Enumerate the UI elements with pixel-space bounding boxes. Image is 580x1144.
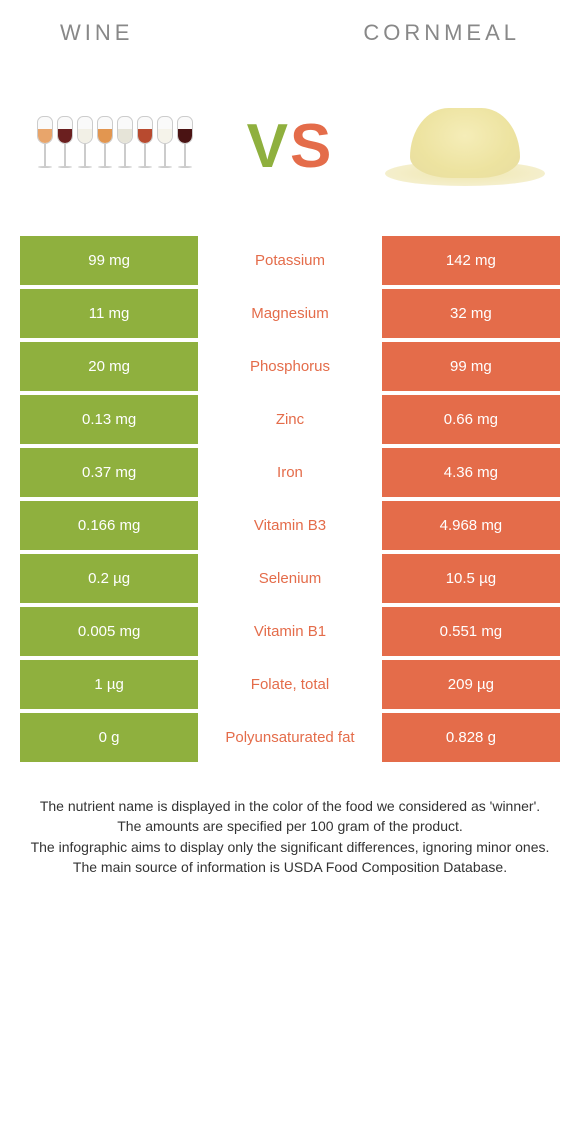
note-line-4: The main source of information is USDA F…	[20, 857, 560, 877]
left-value: 0 g	[20, 711, 198, 764]
wine-glass-icon	[136, 116, 154, 176]
nutrient-name: Vitamin B1	[198, 605, 382, 658]
nutrient-name: Phosphorus	[198, 340, 382, 393]
cornmeal-image	[370, 86, 560, 206]
nutrient-row: 0.166 mgVitamin B34.968 mg	[20, 499, 560, 552]
nutrient-row: 0 gPolyunsaturated fat0.828 g	[20, 711, 560, 764]
nutrient-name: Selenium	[198, 552, 382, 605]
nutrient-name: Zinc	[198, 393, 382, 446]
nutrient-name: Potassium	[198, 236, 382, 287]
vs-s-letter: S	[290, 112, 333, 181]
nutrient-row: 0.37 mgIron4.36 mg	[20, 446, 560, 499]
notes-block: The nutrient name is displayed in the co…	[0, 766, 580, 907]
wine-label: Wine	[60, 20, 133, 46]
cornmeal-label: Cornmeal	[363, 20, 520, 46]
left-value: 11 mg	[20, 287, 198, 340]
left-value: 0.166 mg	[20, 499, 198, 552]
left-value: 1 µg	[20, 658, 198, 711]
nutrient-name: Polyunsaturated fat	[198, 711, 382, 764]
nutrient-name: Vitamin B3	[198, 499, 382, 552]
wine-glass-icon	[36, 116, 54, 176]
nutrient-row: 99 mgPotassium142 mg	[20, 236, 560, 287]
images-row: VS	[0, 56, 580, 236]
right-value: 0.828 g	[382, 711, 560, 764]
left-value: 0.37 mg	[20, 446, 198, 499]
wine-glass-icon	[96, 116, 114, 176]
vs-v-letter: V	[247, 112, 290, 181]
nutrient-row: 1 µgFolate, total209 µg	[20, 658, 560, 711]
nutrient-name: Iron	[198, 446, 382, 499]
wine-image	[20, 86, 210, 206]
nutrient-table-wrap: 99 mgPotassium142 mg11 mgMagnesium32 mg2…	[0, 236, 580, 766]
wine-glass-icon	[76, 116, 94, 176]
left-value: 0.13 mg	[20, 393, 198, 446]
right-value: 10.5 µg	[382, 552, 560, 605]
wine-glass-icon	[56, 116, 74, 176]
right-value: 0.66 mg	[382, 393, 560, 446]
left-value: 0.005 mg	[20, 605, 198, 658]
wine-glass-icon	[156, 116, 174, 176]
header-row: Wine Cornmeal	[0, 0, 580, 56]
vs-label: VS	[247, 111, 334, 182]
nutrient-row: 0.13 mgZinc0.66 mg	[20, 393, 560, 446]
nutrient-name: Magnesium	[198, 287, 382, 340]
right-value: 142 mg	[382, 236, 560, 287]
right-value: 4.36 mg	[382, 446, 560, 499]
note-line-3: The infographic aims to display only the…	[20, 837, 560, 857]
nutrient-table: 99 mgPotassium142 mg11 mgMagnesium32 mg2…	[20, 236, 560, 766]
nutrient-row: 0.005 mgVitamin B10.551 mg	[20, 605, 560, 658]
wine-glass-icon	[116, 116, 134, 176]
right-value: 99 mg	[382, 340, 560, 393]
right-value: 32 mg	[382, 287, 560, 340]
right-value: 4.968 mg	[382, 499, 560, 552]
note-line-2: The amounts are specified per 100 gram o…	[20, 816, 560, 836]
left-value: 0.2 µg	[20, 552, 198, 605]
nutrient-row: 11 mgMagnesium32 mg	[20, 287, 560, 340]
nutrient-row: 20 mgPhosphorus99 mg	[20, 340, 560, 393]
left-value: 99 mg	[20, 236, 198, 287]
left-value: 20 mg	[20, 340, 198, 393]
right-value: 209 µg	[382, 658, 560, 711]
right-value: 0.551 mg	[382, 605, 560, 658]
nutrient-row: 0.2 µgSelenium10.5 µg	[20, 552, 560, 605]
wine-glass-icon	[176, 116, 194, 176]
nutrient-name: Folate, total	[198, 658, 382, 711]
note-line-1: The nutrient name is displayed in the co…	[20, 796, 560, 816]
